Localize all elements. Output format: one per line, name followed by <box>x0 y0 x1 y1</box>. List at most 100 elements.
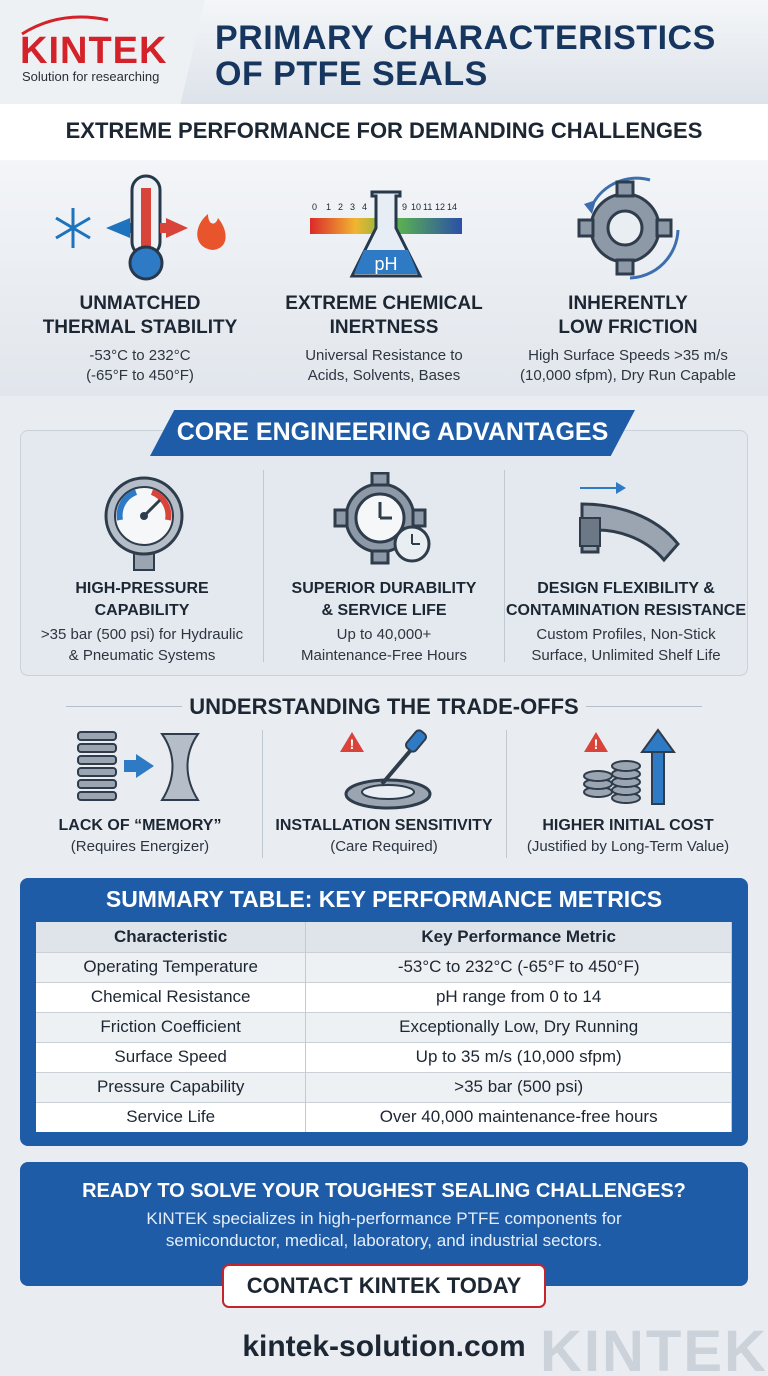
feature-heading-line: LOW FRICTION <box>558 317 698 338</box>
flask-icon: 0 1 2 3 4 9 10 11 12 14 pH <box>310 190 462 278</box>
advantage-desc-line: & Pneumatic Systems <box>68 647 216 664</box>
ph-tick: 14 <box>447 202 457 212</box>
section1-title: EXTREME PERFORMANCE FOR DEMANDING CHALLE… <box>65 118 703 143</box>
advantage-pressure-heading: HIGH-PRESSURE CAPABILITY <box>30 578 254 622</box>
table-cell: Up to 35 m/s (10,000 sfpm) <box>305 1041 732 1072</box>
table-cell: Friction Coefficient <box>36 1011 307 1042</box>
advantage-desc-line: Up to 40,000+ <box>336 626 432 643</box>
thermometer-icon <box>55 174 226 281</box>
summary-table-title: SUMMARY TABLE: KEY PERFORMANCE METRICS <box>105 886 663 912</box>
table-row: Pressure Capability >35 bar (500 psi) <box>36 1071 732 1102</box>
advantage-durability-heading: SUPERIOR DURABILITY & SERVICE LIFE <box>268 578 500 622</box>
advantage-heading-line: & SERVICE LIFE <box>321 602 447 619</box>
section1-band <box>0 104 768 160</box>
ph-tick: 3 <box>350 202 355 212</box>
ph-tick: 4 <box>362 202 367 212</box>
tradeoff-installation-heading: INSTALLATION SENSITIVITY <box>275 817 493 834</box>
section2-banner <box>150 410 635 456</box>
divider <box>586 706 702 707</box>
logo-panel <box>0 0 205 104</box>
flame-icon <box>197 214 226 250</box>
tradeoff-cost-heading: HIGHER INITIAL COST <box>542 817 714 834</box>
divider <box>262 730 263 858</box>
ph-tick: 2 <box>338 202 343 212</box>
installation-tool-icon: ! <box>340 729 432 810</box>
table-header-cell: Key Performance Metric <box>305 922 732 952</box>
table-header-row: Characteristic Key Performance Metric <box>36 922 732 952</box>
feature-friction-heading: INHERENTLY LOW FRICTION <box>508 292 748 340</box>
tradeoff-installation-desc: (Care Required) <box>330 838 438 855</box>
ph-tick: 10 <box>411 202 421 212</box>
advantage-desc-line: Surface, Unlimited Shelf Life <box>531 647 721 664</box>
watermark-logo: KINTEK <box>540 1319 768 1376</box>
page-title-line1: PRIMARY CHARACTERISTICS <box>215 19 716 57</box>
table-row: Chemical Resistance pH range from 0 to 14 <box>36 981 732 1012</box>
ph-tick: 0 <box>312 202 317 212</box>
table-cell: Exceptionally Low, Dry Running <box>305 1011 732 1042</box>
advantage-heading-line: DESIGN FLEXIBILITY & <box>537 580 715 597</box>
feature-desc-line: Universal Resistance to <box>305 347 463 364</box>
feature-desc-line: High Surface Speeds >35 m/s <box>528 347 728 364</box>
table-cell: Service Life <box>36 1101 307 1132</box>
advantage-flexibility-heading: DESIGN FLEXIBILITY & CONTAMINATION RESIS… <box>506 578 746 622</box>
logo[interactable]: KINTEK <box>20 30 168 72</box>
section3-title: UNDERSTANDING THE TRADE-OFFS <box>189 694 579 719</box>
divider <box>506 730 507 858</box>
feature-heading-line: UNMATCHED <box>79 293 201 314</box>
advantage-desc-line: Custom Profiles, Non-Stick <box>536 626 716 643</box>
section2-title: CORE ENGINEERING ADVANTAGES <box>176 418 609 446</box>
cta-description-line: KINTEK specializes in high-performance P… <box>146 1209 622 1228</box>
advantage-heading-line: SUPERIOR DURABILITY <box>291 580 477 597</box>
contact-button[interactable]: CONTACT KINTEK TODAY <box>222 1264 546 1308</box>
tradeoff-cost-desc: (Justified by Long-Term Value) <box>526 838 730 855</box>
table-cell: Chemical Resistance <box>36 981 307 1012</box>
advantage-desc-line: >35 bar (500 psi) for Hydraulic <box>40 626 244 643</box>
advantage-heading-line: CONTAMINATION RESISTANCE <box>506 602 746 619</box>
advantage-heading-line: HIGH-PRESSURE <box>75 580 209 597</box>
cta-description: KINTEK specializes in high-performance P… <box>40 1208 728 1252</box>
snowflake-icon <box>55 208 91 248</box>
arrow-left-icon <box>106 218 130 238</box>
divider <box>263 470 264 662</box>
advantage-durability-desc: Up to 40,000+ Maintenance-Free Hours <box>268 624 500 666</box>
page-title-line2: OF PTFE SEALS <box>215 55 488 93</box>
tradeoff-memory-desc: (Requires Energizer) <box>70 838 210 855</box>
feature-heading-line: EXTREME CHEMICAL <box>285 293 483 314</box>
website-link[interactable]: kintek-solution.com <box>242 1330 526 1363</box>
feature-heading-line: INHERENTLY <box>568 293 688 314</box>
svg-text:!: ! <box>594 736 599 752</box>
pressure-gauge-icon <box>104 476 184 571</box>
feature-thermal-desc: -53°C to 232°C (-65°F to 450°F) <box>20 346 260 386</box>
table-cell: Surface Speed <box>36 1041 307 1072</box>
feature-chemical-desc: Universal Resistance to Acids, Solvents,… <box>264 346 504 386</box>
ph-scale-labels: 0 1 2 3 4 9 10 11 12 14 <box>312 202 457 212</box>
arrow-right-icon <box>166 218 188 238</box>
logo-tagline: Solution for researching <box>22 69 160 84</box>
feature-desc-line: (-65°F to 450°F) <box>86 367 194 384</box>
table-cell: Over 40,000 maintenance-free hours <box>305 1101 732 1132</box>
feature-desc-line: (10,000 sfpm), Dry Run Capable <box>520 367 736 384</box>
table-row: Surface Speed Up to 35 m/s (10,000 sfpm) <box>36 1041 732 1072</box>
cost-coins-icon: ! <box>583 728 676 805</box>
seal-profile-icon <box>579 482 680 563</box>
ph-tick: 12 <box>435 202 445 212</box>
table-header-cell: Characteristic <box>36 922 307 952</box>
table-cell: Operating Temperature <box>36 951 307 982</box>
advantage-flexibility-desc: Custom Profiles, Non-Stick Surface, Unli… <box>506 624 746 666</box>
feature-heading-line: THERMAL STABILITY <box>42 317 238 338</box>
table-cell: >35 bar (500 psi) <box>305 1071 732 1102</box>
cta-heading: READY TO SOLVE YOUR TOUGHEST SEALING CHA… <box>82 1180 686 1202</box>
divider <box>66 706 182 707</box>
tradeoff-memory-heading: LACK OF “MEMORY” <box>58 817 222 834</box>
summary-table: Characteristic Key Performance Metric Op… <box>36 922 732 1132</box>
divider <box>504 470 505 662</box>
gear-clock-icon <box>333 472 431 565</box>
table-row: Friction Coefficient Exceptionally Low, D… <box>36 1011 732 1042</box>
table-row: Operating Temperature -53°C to 232°C (-65… <box>36 951 732 982</box>
ph-tick: 1 <box>326 202 331 212</box>
ph-tick: 9 <box>402 202 407 212</box>
advantage-desc-line: Maintenance-Free Hours <box>301 647 467 664</box>
table-cell: pH range from 0 to 14 <box>305 981 732 1012</box>
svg-text:!: ! <box>350 736 355 752</box>
feature-heading-line: INERTNESS <box>329 317 439 338</box>
